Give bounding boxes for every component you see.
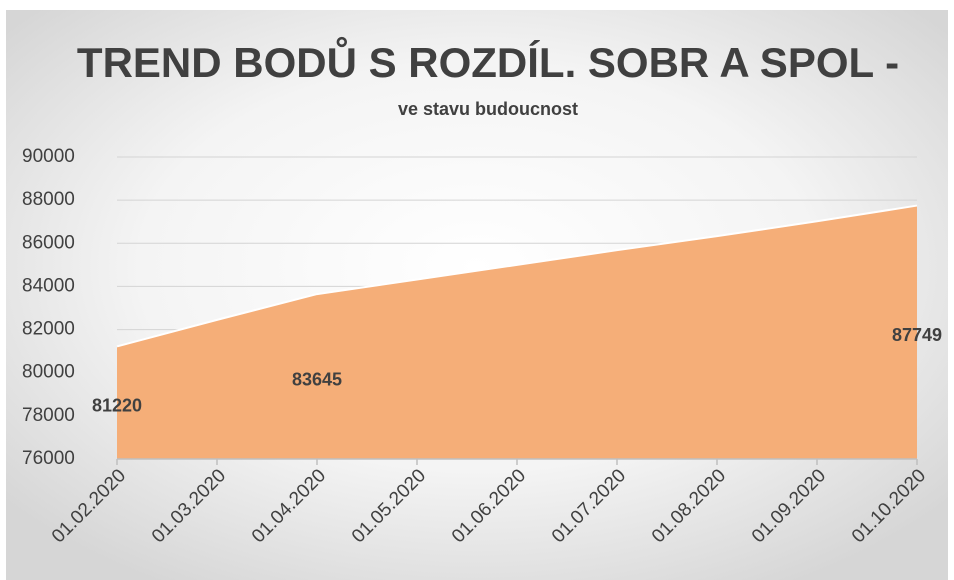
y-tick-label: 82000 — [22, 319, 75, 340]
chart-title: TREND BODŮ S ROZDÍL. SOBR A SPOL - — [77, 35, 899, 86]
area-edge — [116, 204, 918, 348]
y-tick-label: 76000 — [22, 448, 75, 469]
y-tick-label: 86000 — [22, 232, 75, 253]
chart-subtitle: ve stavu budoucnost — [398, 99, 578, 119]
area — [117, 205, 917, 459]
y-tick-label: 88000 — [22, 189, 75, 210]
data-label: 81220 — [92, 395, 142, 415]
y-tick-label: 78000 — [22, 405, 75, 426]
data-label: 83645 — [292, 369, 342, 389]
y-tick-label: 80000 — [22, 362, 75, 383]
y-tick-label: 84000 — [22, 275, 75, 296]
y-tick-label: 90000 — [22, 146, 75, 167]
data-label: 87749 — [892, 325, 942, 345]
